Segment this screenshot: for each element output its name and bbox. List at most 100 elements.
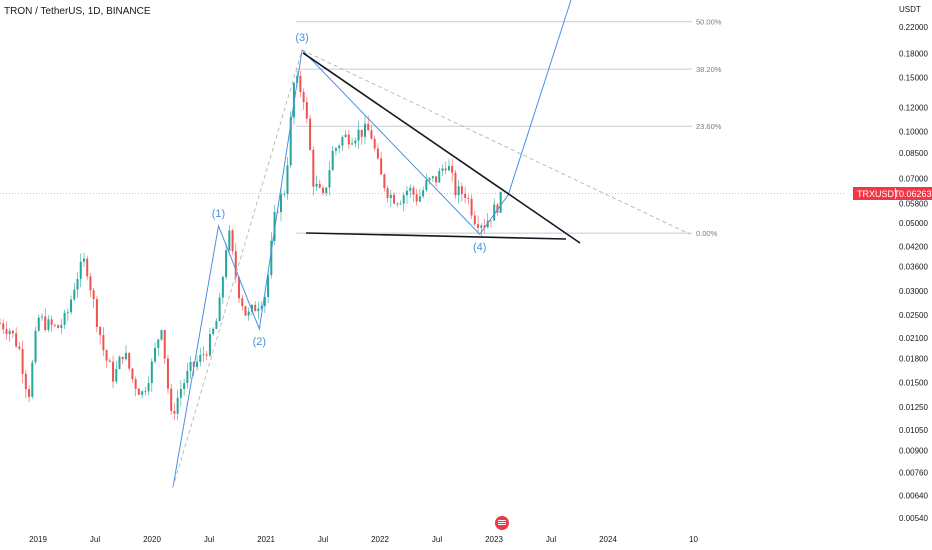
- candle-body: [347, 134, 350, 145]
- candle-body: [60, 324, 63, 328]
- candle-body: [202, 354, 205, 356]
- elliott-wave-label: (1): [212, 208, 225, 220]
- candle-body: [470, 198, 473, 216]
- candle-body: [137, 388, 140, 395]
- x-tick-label: 2020: [143, 535, 161, 544]
- candle-body: [89, 276, 92, 291]
- candle-body: [254, 304, 257, 312]
- candle-body: [299, 75, 302, 93]
- candle-body: [128, 352, 131, 369]
- y-tick-label: 0.15000: [899, 74, 928, 83]
- candle-body: [422, 190, 425, 197]
- candle-body: [341, 137, 344, 146]
- candle-body: [302, 92, 305, 103]
- y-tick-label: 0.01800: [899, 355, 928, 364]
- candle-body: [247, 311, 250, 316]
- candle-body: [289, 117, 292, 166]
- candle-body: [157, 339, 160, 348]
- candle-body: [367, 123, 370, 131]
- candle-body: [351, 143, 354, 145]
- candle-body: [260, 306, 263, 309]
- price-tag-divider: [895, 188, 896, 199]
- candle-body: [92, 290, 95, 300]
- candle-body: [99, 326, 102, 336]
- candle-body: [212, 328, 215, 335]
- candle-body: [124, 352, 127, 360]
- candle-body: [480, 225, 483, 228]
- candle-body: [244, 306, 247, 316]
- candle-body: [154, 347, 157, 362]
- candle-body: [435, 176, 438, 183]
- candle-body: [57, 325, 60, 328]
- x-tick-label: 2021: [257, 535, 275, 544]
- candle-body: [415, 194, 418, 202]
- candle-body: [263, 297, 266, 307]
- y-tick-label: 0.00900: [899, 446, 928, 455]
- candle-body: [53, 324, 56, 326]
- candle-body: [112, 361, 115, 382]
- candle-body: [312, 149, 315, 187]
- y-tick-label: 0.08500: [899, 149, 928, 158]
- candle-body: [105, 350, 108, 361]
- candle-body: [428, 178, 431, 181]
- candle-body: [179, 388, 182, 398]
- fib-level-label: 38.20%: [696, 65, 722, 74]
- y-tick-label: 0.07000: [899, 175, 928, 184]
- candle-body: [95, 299, 98, 327]
- elliott-wave-label: (4): [473, 241, 486, 253]
- elliott-wave-label: (2): [253, 336, 266, 348]
- candle-body: [477, 224, 480, 228]
- candle-body: [196, 361, 199, 368]
- candle-body: [276, 211, 279, 213]
- candle-body: [360, 129, 363, 137]
- candle-body: [134, 379, 137, 389]
- symbol-title: TRON / TetherUS, 1D, BINANCE: [4, 6, 151, 17]
- candle-body: [457, 186, 460, 196]
- candle-body: [28, 389, 31, 397]
- candle-body: [144, 391, 147, 393]
- fib-retracement: 50.00% 38.20% 23.60% 0.00%: [296, 18, 722, 238]
- candle-body: [386, 188, 389, 199]
- candle-body: [270, 240, 273, 276]
- candle-body: [412, 187, 415, 195]
- candle-body: [389, 194, 392, 199]
- candles: [0, 70, 502, 421]
- candle-body: [115, 369, 118, 382]
- candle-body: [493, 204, 496, 221]
- candle-body: [108, 360, 111, 362]
- candle-body: [192, 361, 195, 368]
- candle-body: [215, 321, 218, 329]
- candle-body: [331, 150, 334, 171]
- candle-body: [183, 383, 186, 389]
- candle-body: [79, 261, 82, 279]
- candle-body: [2, 323, 5, 330]
- candle-body: [357, 129, 360, 141]
- x-tick-label: Jul: [90, 535, 100, 544]
- candle-body: [444, 168, 447, 171]
- x-tick-label: Jul: [546, 535, 556, 544]
- candle-body: [63, 312, 66, 325]
- dashed-channel-line: [301, 49, 691, 235]
- candle-body: [354, 140, 357, 144]
- candle-body: [11, 330, 14, 334]
- candle-body: [131, 368, 134, 380]
- candle-body: [499, 191, 502, 213]
- y-tick-label: 0.04200: [899, 242, 928, 251]
- candle-body: [338, 145, 341, 149]
- candle-body: [218, 297, 221, 322]
- candle-body: [234, 251, 237, 278]
- candle-body: [454, 172, 457, 196]
- fib-level-label: 50.00%: [696, 18, 722, 27]
- candle-body: [496, 204, 499, 213]
- y-axis: 0.22000 0.18000 0.15000 0.12000 0.10000 0.085…: [899, 5, 928, 523]
- candle-body: [257, 308, 260, 312]
- candle-body: [325, 187, 328, 194]
- us-flag-icon[interactable]: [495, 516, 509, 530]
- y-tick-label: 0.22000: [899, 23, 928, 32]
- candle-body: [47, 319, 50, 331]
- x-tick-label: Jul: [318, 535, 328, 544]
- candle-body: [318, 183, 321, 188]
- candle-body: [431, 176, 434, 179]
- elliott-wave-label: (3): [295, 32, 308, 44]
